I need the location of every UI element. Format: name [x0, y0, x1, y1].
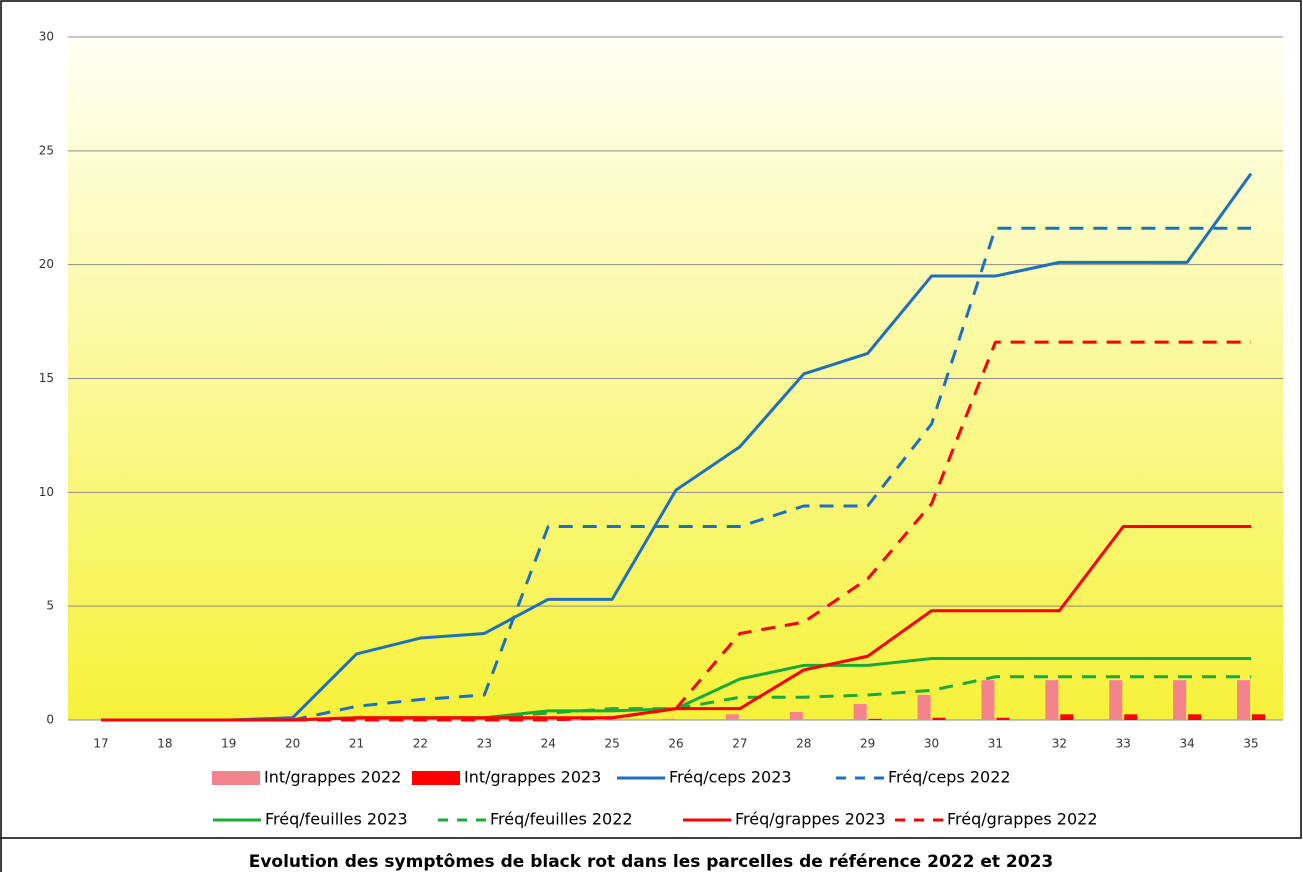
bar — [662, 718, 675, 720]
x-tick-label: 23 — [477, 737, 492, 751]
x-tick-label: 18 — [157, 737, 172, 751]
x-tick-label: 30 — [924, 737, 939, 751]
legend-label: Fréq/grappes 2022 — [947, 810, 1098, 829]
x-tick-label: 25 — [604, 737, 619, 751]
frame — [0, 0, 1302, 839]
x-tick-label: 21 — [349, 737, 364, 751]
bar — [1188, 714, 1202, 720]
bar — [932, 717, 946, 720]
bar — [1252, 714, 1265, 720]
bar — [981, 680, 995, 720]
x-tick-label: 26 — [668, 737, 683, 751]
x-tick-label: 34 — [1179, 737, 1194, 751]
legend-label: Fréq/ceps 2022 — [888, 768, 1011, 787]
bar — [1237, 680, 1250, 720]
legend-swatch — [212, 771, 260, 785]
x-tick-label: 28 — [796, 737, 811, 751]
bar — [1045, 680, 1059, 720]
legend-label: Int/grappes 2022 — [264, 768, 401, 787]
x-tick-label: 33 — [1116, 737, 1131, 751]
y-tick-label: 30 — [39, 30, 54, 44]
series-line — [101, 172, 1253, 722]
bar — [1109, 680, 1123, 720]
y-tick-label: 20 — [39, 257, 54, 271]
series-line — [101, 226, 1251, 722]
caption: Evolution des symptômes de black rot dan… — [249, 852, 1054, 872]
legend-label: Fréq/feuilles 2022 — [490, 810, 633, 829]
series-line — [101, 340, 1251, 722]
y-tick-label: 15 — [39, 371, 54, 385]
x-tick-label: 29 — [860, 737, 875, 751]
x-tick-label: 17 — [93, 737, 108, 751]
bar — [1060, 714, 1074, 720]
bar — [853, 704, 867, 720]
series-line — [101, 675, 1251, 722]
y-tick-label: 5 — [46, 599, 54, 613]
x-tick-label: 20 — [285, 737, 300, 751]
x-tick-label: 31 — [988, 737, 1003, 751]
bar — [1124, 714, 1138, 720]
x-tick-label: 35 — [1243, 737, 1258, 751]
bar — [725, 714, 739, 720]
series-line — [101, 524, 1251, 722]
y-tick-label: 10 — [39, 485, 54, 499]
y-tick-label: 0 — [46, 713, 54, 727]
legend-label: Int/grappes 2023 — [464, 768, 601, 787]
bar — [868, 718, 882, 720]
bar — [1173, 680, 1187, 720]
legend-swatch — [412, 771, 460, 785]
y-tick-label: 25 — [39, 143, 54, 157]
bar — [789, 712, 803, 720]
legend-label: Fréq/grappes 2023 — [735, 810, 886, 829]
x-tick-label: 19 — [221, 737, 236, 751]
x-tick-label: 22 — [413, 737, 428, 751]
bar — [996, 717, 1010, 720]
bar — [917, 694, 931, 720]
x-tick-label: 32 — [1052, 737, 1067, 751]
legend-label: Fréq/feuilles 2023 — [265, 810, 408, 829]
x-tick-label: 27 — [732, 737, 747, 751]
legend-label: Fréq/ceps 2023 — [669, 768, 792, 787]
x-tick-label: 24 — [541, 737, 556, 751]
